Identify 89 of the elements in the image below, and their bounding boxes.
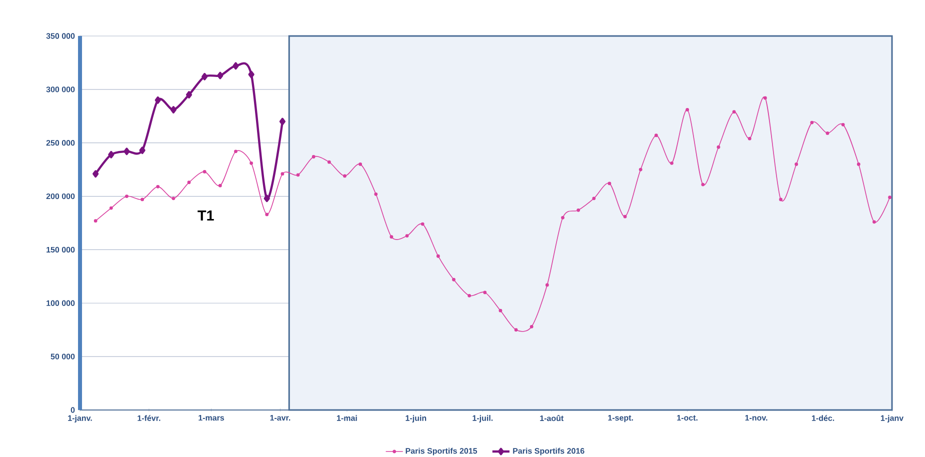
x-tick-label: 1-avr. — [270, 415, 290, 421]
point — [108, 150, 114, 158]
point — [405, 234, 409, 238]
point — [248, 70, 254, 78]
x-tick-label: 1-oct. — [677, 415, 698, 421]
point — [265, 212, 269, 216]
x-tick-label: 1-nov. — [745, 415, 768, 421]
point — [109, 206, 113, 210]
y-tick-label: 0 — [70, 407, 75, 413]
point — [250, 161, 254, 165]
point — [172, 196, 176, 200]
x-tick-label: 1-janv. — [68, 415, 92, 422]
point — [826, 132, 830, 135]
point — [374, 192, 378, 196]
point — [232, 62, 239, 70]
point — [218, 184, 222, 188]
point — [139, 146, 146, 154]
y-tick-label: 350 000 — [46, 33, 75, 39]
point — [170, 106, 176, 114]
point — [701, 182, 705, 186]
x-tick-label: 1-août — [540, 415, 564, 422]
y-tick-label: 200 000 — [46, 193, 75, 200]
point — [124, 148, 130, 156]
point — [154, 96, 161, 104]
point — [670, 161, 674, 165]
point — [623, 214, 627, 218]
point — [420, 222, 424, 226]
point — [872, 220, 876, 224]
point — [608, 182, 612, 186]
point — [779, 198, 782, 202]
point — [498, 308, 502, 312]
point — [810, 120, 814, 124]
x-tick-label: 1-mars — [198, 415, 224, 421]
point — [94, 219, 98, 223]
point — [748, 136, 752, 140]
point — [343, 174, 346, 178]
point — [764, 96, 767, 100]
point — [187, 180, 191, 184]
y-tick-label: 100 000 — [46, 300, 75, 306]
point — [280, 172, 284, 176]
point — [358, 162, 362, 166]
point — [686, 108, 690, 112]
point — [156, 184, 160, 188]
point — [576, 208, 580, 212]
point — [202, 170, 206, 174]
point — [483, 290, 487, 294]
point — [732, 110, 736, 114]
point — [654, 134, 658, 138]
point — [217, 72, 224, 80]
x-tick-label: 1-janv — [880, 415, 904, 422]
y-tick-label: 50 000 — [50, 354, 75, 360]
point — [436, 254, 440, 258]
x-tick-label: 1-févr. — [138, 415, 160, 421]
point — [279, 118, 286, 126]
point — [468, 294, 472, 298]
point — [530, 324, 534, 328]
point — [202, 72, 208, 80]
point — [856, 162, 860, 166]
point — [312, 155, 316, 158]
point — [140, 198, 144, 202]
point — [794, 162, 798, 166]
point — [264, 194, 270, 202]
point — [452, 278, 456, 282]
point — [92, 170, 99, 178]
y-tick-label: 300 000 — [46, 86, 75, 92]
point — [234, 150, 238, 154]
point — [125, 194, 128, 198]
point — [592, 196, 596, 200]
x-tick-label: 1-sept. — [608, 415, 633, 422]
point — [841, 122, 845, 126]
x-tick-label: 1-juin — [406, 415, 426, 422]
point — [638, 168, 642, 172]
legend-label: Paris Sportifs 2015 — [406, 448, 478, 456]
point — [514, 328, 518, 332]
point — [327, 160, 331, 164]
point — [888, 196, 892, 200]
x-tick-label: 1-déc. — [812, 415, 834, 421]
y-tick-label: 250 000 — [46, 140, 75, 146]
point — [561, 216, 564, 220]
point — [390, 235, 394, 239]
legend-label: Paris Sportifs 2016 — [513, 448, 584, 456]
x-tick-label: 1-juil. — [472, 415, 493, 422]
point — [296, 173, 300, 177]
point — [545, 283, 549, 287]
y-tick-label: 150 000 — [46, 246, 75, 253]
point — [716, 145, 720, 149]
annotation: T1 — [198, 210, 214, 220]
x-tick-label: 1-mai — [337, 415, 357, 421]
point — [186, 91, 192, 98]
